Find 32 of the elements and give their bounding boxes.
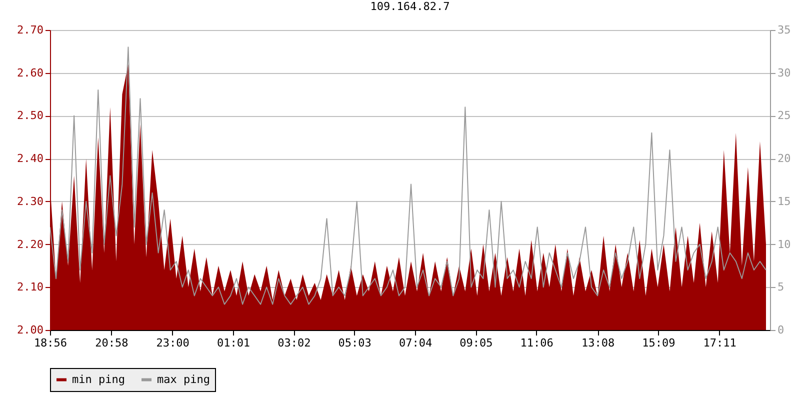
legend-label: max ping [157, 372, 210, 386]
line-series [50, 46, 766, 305]
x-tick-label: 13:08 [581, 336, 615, 350]
x-tick-label: 23:00 [156, 336, 190, 350]
x-tick-label: 01:01 [216, 336, 250, 350]
y2-tick-label: 15 [778, 194, 791, 208]
x-tick-label: 09:05 [460, 336, 493, 350]
legend-label: min ping [72, 372, 125, 386]
y-tick-label: 2.20 [17, 238, 44, 251]
y-tick-label: 2.50 [17, 109, 44, 122]
y2-tick-label: 30 [778, 66, 791, 80]
y2-tick-label: 5 [778, 280, 784, 294]
y2-tick-label: 25 [778, 109, 791, 122]
y-tick-label: 2.10 [17, 280, 44, 294]
y2-tick-label: 10 [778, 238, 791, 251]
x-tick-label: 05:03 [338, 336, 372, 350]
y2-tick-label: 35 [778, 24, 791, 36]
y2-tick-label: 20 [778, 152, 791, 166]
x-tick-label: 17:11 [703, 336, 736, 350]
y-tick-label: 2.00 [17, 324, 44, 336]
y-tick-label: 2.40 [17, 152, 44, 166]
x-tick-label: 11:06 [520, 336, 554, 350]
x-tick-label: 07:04 [398, 336, 432, 350]
x-tick-label: 15:09 [642, 336, 676, 350]
y-tick-label: 2.70 [17, 24, 44, 36]
y-tick-label: 2.30 [17, 194, 44, 208]
x-tick-label: 18:56 [34, 336, 68, 350]
x-tick-label: 20:58 [95, 336, 128, 350]
chart-title: 109.164.82.7 [370, 0, 450, 13]
y2-tick-label: 0 [778, 324, 784, 336]
y-tick-label: 2.60 [17, 66, 44, 80]
x-tick-label: 03:02 [278, 336, 311, 350]
